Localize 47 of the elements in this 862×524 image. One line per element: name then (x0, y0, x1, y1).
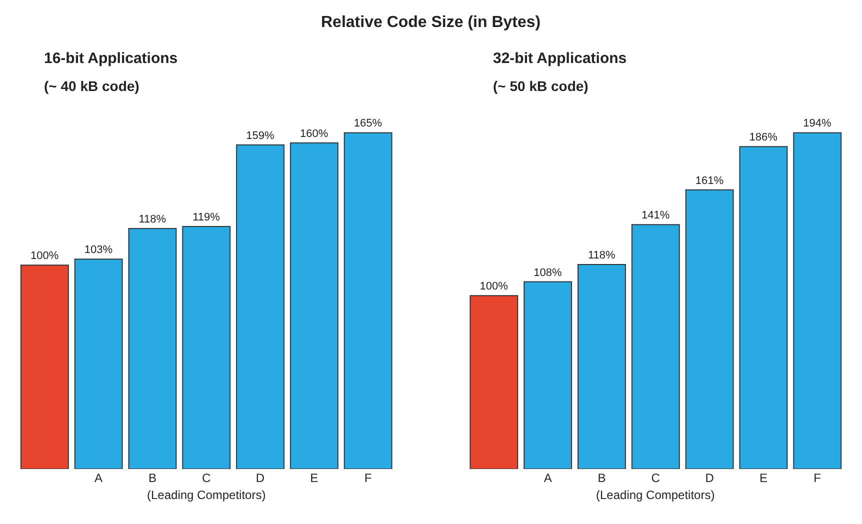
x-tick-label: E (310, 471, 318, 485)
data-label: 118% (138, 213, 166, 226)
data-label: 118% (588, 249, 616, 262)
bar (290, 142, 338, 469)
bar (128, 228, 177, 469)
bar (793, 132, 842, 469)
data-label: 186% (749, 132, 778, 144)
data-label: 100% (30, 250, 59, 262)
x-tick-label: C (202, 471, 212, 485)
x-tick-label: A (544, 471, 552, 485)
text: Relative Code Size (in Bytes) (321, 14, 541, 31)
bar (631, 224, 680, 469)
x-tick-label: B (148, 471, 156, 485)
data-label: 159% (246, 130, 274, 142)
x-tick-label: E (759, 471, 768, 485)
data-label: 108% (534, 266, 562, 279)
chart-title: 32-bit Applications (493, 50, 627, 67)
chart-subtitle: (~ 40 kB code) (44, 78, 140, 94)
x-tick-label: A (94, 471, 103, 485)
x-tick-label: D (705, 471, 714, 485)
text: (Leading Competitors) (147, 488, 266, 502)
data-label: 119% (192, 211, 220, 224)
data-label: 141% (641, 210, 670, 222)
bar (20, 264, 69, 469)
bar (236, 144, 284, 469)
x-tick-label: F (814, 471, 822, 485)
bar (685, 189, 734, 469)
x-tick-label: F (364, 471, 372, 485)
data-label: 194% (803, 118, 832, 130)
x-tick-label: C (651, 471, 660, 485)
data-label: 160% (300, 128, 328, 140)
x-tick-label: B (598, 471, 606, 485)
bar (524, 281, 572, 469)
bar (344, 132, 392, 469)
chart-title: 16-bit Applications (44, 50, 178, 67)
text: (Leading Competitors) (596, 488, 715, 502)
chart-subtitle: (~ 50 kB code) (493, 78, 588, 94)
data-label: 103% (84, 244, 113, 256)
data-label: 161% (695, 174, 724, 187)
bar (182, 226, 231, 469)
bar (74, 258, 123, 469)
bar (578, 264, 626, 469)
data-label: 100% (480, 280, 508, 293)
bar (739, 146, 788, 469)
x-tick-label: D (256, 471, 265, 485)
bar (470, 295, 518, 469)
data-label: 165% (354, 118, 382, 130)
